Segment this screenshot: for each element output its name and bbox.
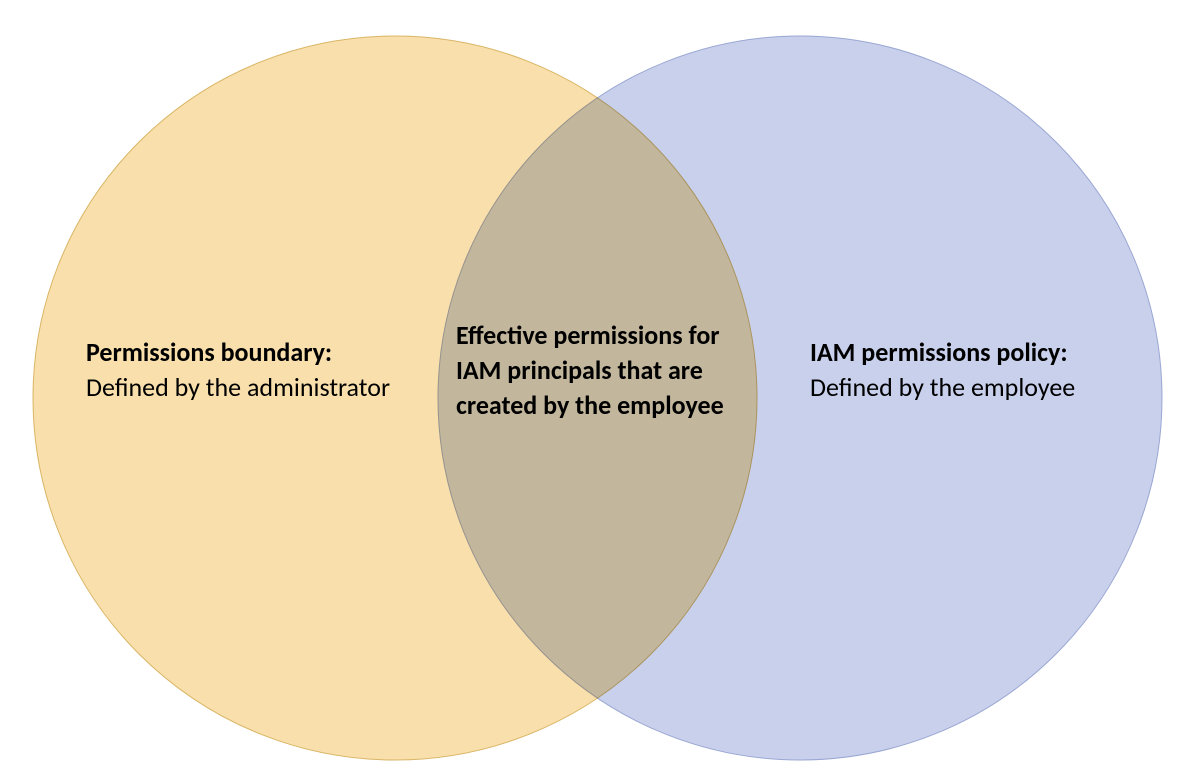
venn-label-center: Effective permissions for IAM principals… — [456, 318, 756, 423]
venn-label-left-body: Defined by the administrator — [86, 371, 390, 403]
venn-label-right-title: IAM permissions policy: — [810, 336, 1068, 368]
venn-label-right-body: Defined by the employee — [810, 371, 1075, 403]
venn-label-center-title: Effective permissions for IAM principals… — [456, 319, 724, 421]
venn-diagram: Permissions boundary: Defined by the adm… — [0, 0, 1198, 780]
venn-label-right: IAM permissions policy: Defined by the e… — [810, 335, 1140, 405]
venn-label-left: Permissions boundary: Defined by the adm… — [86, 335, 396, 405]
venn-label-left-title: Permissions boundary: — [86, 336, 332, 368]
